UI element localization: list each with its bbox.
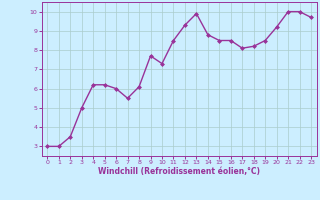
X-axis label: Windchill (Refroidissement éolien,°C): Windchill (Refroidissement éolien,°C): [98, 167, 260, 176]
